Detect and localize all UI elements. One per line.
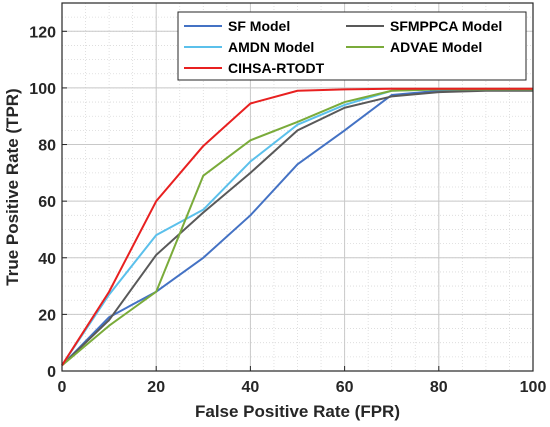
x-tick-label: 0	[58, 379, 67, 396]
series-layer	[61, 87, 533, 367]
plot-frame	[61, 2, 534, 372]
legend: SF Model SFMPPCA Model AMDN Model ADVAE Mod…	[177, 11, 527, 81]
legend-label: SFMPPCA Model	[390, 18, 502, 34]
y-tick-label: 20	[38, 307, 56, 324]
legend-label: ADVAE Model	[390, 39, 482, 55]
legend-label: AMDN Model	[228, 39, 314, 55]
series-line-1	[61, 89, 533, 367]
y-axis-ticks: 0 20 40 60 80 100 120	[29, 24, 67, 381]
y-tick-label: 100	[29, 81, 56, 98]
y-axis-title: True Positive Rate (TPR)	[3, 88, 22, 285]
y-tick-label: 40	[38, 251, 56, 268]
x-tick-label: 40	[242, 379, 260, 396]
x-tick-label: 100	[520, 379, 547, 396]
legend-label: CIHSA-RTODT	[228, 60, 325, 76]
x-tick-label: 60	[336, 379, 354, 396]
series-line-4	[61, 87, 533, 366]
x-axis-title: False Positive Rate (FPR)	[195, 402, 400, 421]
y-tick-label: 0	[47, 364, 56, 381]
legend-label: SF Model	[228, 18, 290, 34]
x-tick-label: 80	[430, 379, 448, 396]
x-axis-ticks: 0 20 40 60 80 100	[58, 366, 547, 396]
x-tick-label: 20	[147, 379, 165, 396]
y-tick-label: 60	[38, 194, 56, 211]
y-tick-label: 80	[38, 138, 56, 155]
y-tick-label: 120	[29, 24, 56, 41]
